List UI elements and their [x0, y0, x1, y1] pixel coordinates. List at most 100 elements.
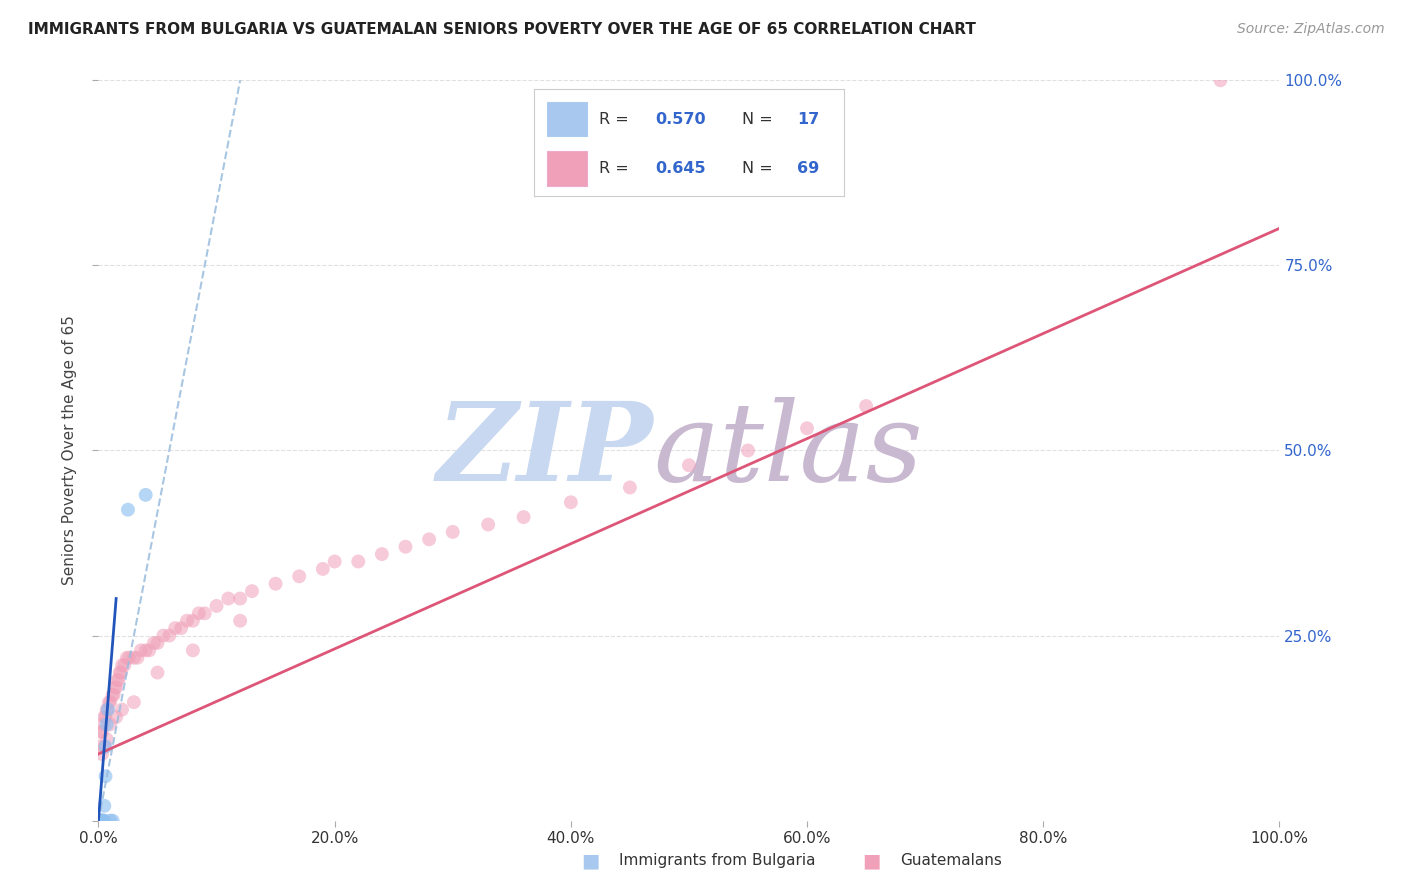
Point: [90, 814, 112, 828]
Y-axis label: Seniors Poverty Over the Age of 65: Seniors Poverty Over the Age of 65: [62, 316, 77, 585]
Text: 0.570: 0.570: [655, 112, 706, 127]
Point: [441, 524, 464, 539]
Point: [87, 739, 110, 754]
Point: [117, 502, 139, 516]
Point: [181, 643, 204, 657]
Point: [135, 488, 157, 502]
Point: [93, 798, 115, 813]
Point: [157, 628, 180, 642]
Point: [217, 591, 239, 606]
Point: [89, 814, 111, 828]
Point: [1209, 73, 1232, 87]
Text: N =: N =: [741, 112, 778, 127]
Point: [98, 717, 121, 731]
Point: [477, 517, 499, 532]
Text: atlas: atlas: [654, 397, 924, 504]
Point: [104, 681, 127, 695]
Point: [187, 607, 209, 621]
Point: [323, 555, 346, 569]
Point: [146, 665, 169, 680]
Point: [110, 665, 132, 680]
Point: [93, 710, 115, 724]
Point: [96, 717, 118, 731]
Point: [93, 814, 115, 828]
Point: [176, 614, 198, 628]
Point: [229, 591, 252, 606]
Point: [152, 628, 174, 642]
Point: [165, 621, 187, 635]
Point: [678, 458, 700, 473]
Point: [91, 724, 114, 739]
Text: 0.645: 0.645: [655, 161, 706, 176]
Point: [512, 510, 534, 524]
Point: [90, 814, 112, 828]
Point: [118, 650, 141, 665]
Point: [91, 814, 114, 828]
Point: [91, 747, 114, 761]
Point: [91, 717, 114, 731]
Point: [101, 688, 124, 702]
Point: [122, 695, 145, 709]
Point: [107, 673, 129, 687]
Point: [146, 636, 169, 650]
Point: [90, 724, 112, 739]
Text: ■: ■: [581, 851, 600, 871]
Point: [111, 658, 134, 673]
Text: Source: ZipAtlas.com: Source: ZipAtlas.com: [1237, 22, 1385, 37]
Point: [98, 814, 121, 828]
Text: ■: ■: [862, 851, 882, 871]
Point: [135, 643, 157, 657]
Point: [98, 695, 121, 709]
Point: [205, 599, 228, 613]
Point: [108, 665, 131, 680]
Bar: [547, 152, 586, 186]
Text: Guatemalans: Guatemalans: [900, 854, 1001, 868]
Point: [96, 732, 118, 747]
Point: [91, 814, 114, 828]
Text: 17: 17: [797, 112, 820, 127]
Point: [94, 710, 117, 724]
Point: [181, 614, 204, 628]
Point: [94, 769, 117, 783]
Text: Immigrants from Bulgaria: Immigrants from Bulgaria: [619, 854, 815, 868]
Point: [418, 533, 440, 547]
Point: [194, 607, 217, 621]
Text: ZIP: ZIP: [437, 397, 654, 504]
Point: [796, 421, 818, 435]
Point: [97, 703, 120, 717]
Text: 69: 69: [797, 161, 820, 176]
Point: [240, 584, 263, 599]
Point: [93, 739, 115, 754]
Text: N =: N =: [741, 161, 778, 176]
Point: [91, 814, 114, 828]
Point: [347, 555, 370, 569]
Point: [96, 703, 118, 717]
Point: [89, 814, 111, 828]
Point: [103, 688, 125, 702]
Point: [111, 703, 134, 717]
Point: [94, 739, 117, 754]
Point: [105, 673, 128, 687]
Bar: [547, 102, 586, 136]
Point: [115, 650, 138, 665]
Text: R =: R =: [599, 112, 634, 127]
Point: [101, 814, 124, 828]
Point: [288, 569, 311, 583]
Text: IMMIGRANTS FROM BULGARIA VS GUATEMALAN SENIORS POVERTY OVER THE AGE OF 65 CORREL: IMMIGRANTS FROM BULGARIA VS GUATEMALAN S…: [28, 22, 976, 37]
Point: [737, 443, 759, 458]
Point: [105, 710, 128, 724]
Point: [129, 643, 152, 657]
Point: [371, 547, 394, 561]
Point: [138, 643, 160, 657]
Point: [560, 495, 582, 509]
Point: [170, 621, 193, 635]
Point: [127, 650, 149, 665]
Text: R =: R =: [599, 161, 634, 176]
Point: [312, 562, 335, 576]
Point: [229, 614, 252, 628]
Point: [112, 658, 135, 673]
Point: [122, 650, 145, 665]
Point: [98, 695, 121, 709]
Point: [105, 681, 128, 695]
Point: [394, 540, 416, 554]
